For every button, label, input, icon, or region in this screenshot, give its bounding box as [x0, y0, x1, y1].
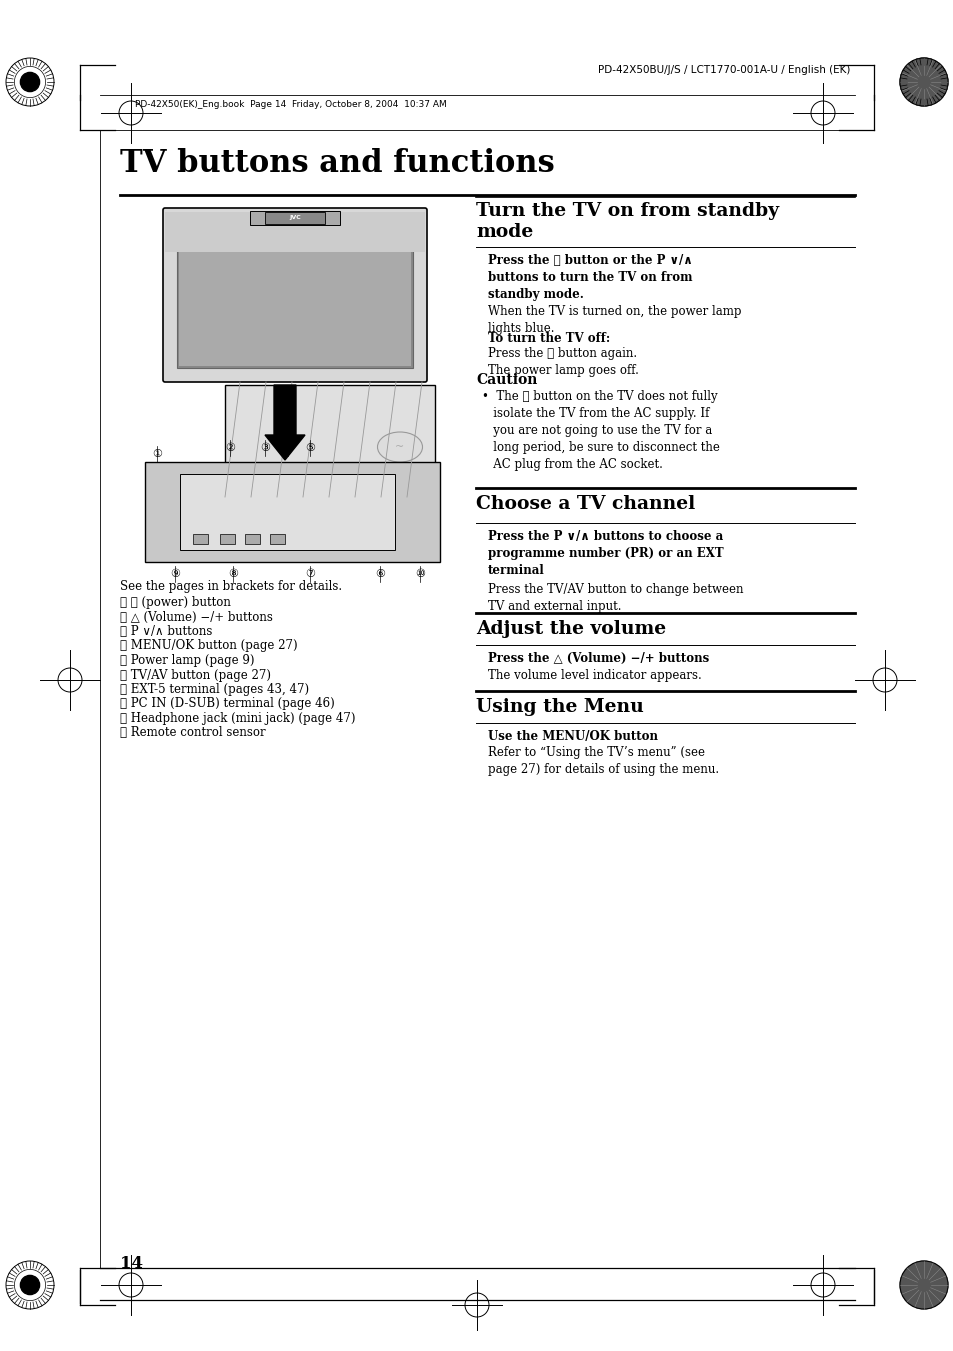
Bar [180, 474, 395, 550]
Text: ⑧: ⑧ [228, 569, 237, 580]
Text: Adjust the volume: Adjust the volume [476, 620, 665, 638]
FancyBboxPatch shape [163, 208, 427, 382]
Text: ④ MENU/OK button (page 27): ④ MENU/OK button (page 27) [120, 639, 297, 653]
Text: See the pages in brackets for details.: See the pages in brackets for details. [120, 580, 342, 593]
Bar [177, 243, 413, 367]
Circle shape [899, 1260, 947, 1309]
Text: Press the TV/AV button to change between
TV and external input.: Press the TV/AV button to change between… [488, 584, 742, 613]
Text: The volume level indicator appears.: The volume level indicator appears. [488, 669, 701, 682]
Text: Use the MENU/OK button: Use the MENU/OK button [488, 730, 658, 743]
Bar [220, 534, 234, 544]
Text: Press the ⏻ button or the P ∨/∧
buttons to turn the TV on from
standby mode.: Press the ⏻ button or the P ∨/∧ buttons … [488, 254, 692, 301]
Bar [225, 385, 435, 500]
Circle shape [20, 1275, 40, 1294]
Text: Press the ⏻ button again.
The power lamp goes off.: Press the ⏻ button again. The power lamp… [488, 347, 639, 377]
Text: ⑥: ⑥ [375, 569, 385, 580]
Text: ⑧ PC IN (D-SUB) terminal (page 46): ⑧ PC IN (D-SUB) terminal (page 46) [120, 697, 335, 711]
Text: ①: ① [152, 449, 162, 459]
Text: ⑩ Remote control sensor: ⑩ Remote control sensor [120, 727, 265, 739]
Text: Press the P ∨/∧ buttons to choose a
programme number (PR) or an EXT
terminal: Press the P ∨/∧ buttons to choose a prog… [488, 530, 723, 577]
Text: ⑤: ⑤ [305, 443, 314, 453]
FancyArrow shape [265, 385, 305, 459]
Text: PD-42X50BU/J/S / LCT1770-001A-U / English (EK): PD-42X50BU/J/S / LCT1770-001A-U / Englis… [597, 65, 849, 76]
Bar [270, 534, 285, 544]
Text: ⑨: ⑨ [170, 569, 180, 580]
Text: TV buttons and functions: TV buttons and functions [120, 149, 554, 178]
Ellipse shape [377, 432, 422, 462]
Circle shape [913, 73, 933, 92]
Text: Caution: Caution [476, 373, 537, 386]
Bar [245, 534, 260, 544]
Text: ⑦ EXT-5 terminal (pages 43, 47): ⑦ EXT-5 terminal (pages 43, 47) [120, 684, 309, 696]
Text: JVC: JVC [289, 216, 300, 220]
Circle shape [899, 58, 947, 105]
Text: Press the △ (Volume) −/+ buttons: Press the △ (Volume) −/+ buttons [488, 653, 708, 665]
Text: ②: ② [225, 443, 234, 453]
Circle shape [20, 73, 40, 92]
Bar [265, 212, 325, 224]
Text: ~: ~ [395, 442, 404, 453]
Text: ⑦: ⑦ [305, 569, 314, 580]
Text: Using the Menu: Using the Menu [476, 698, 643, 716]
Text: 14: 14 [120, 1255, 143, 1273]
Text: To turn the TV off:: To turn the TV off: [488, 332, 610, 345]
Text: Turn the TV on from standby
mode: Turn the TV on from standby mode [476, 203, 779, 240]
Text: Refer to “Using the TV’s menu” (see
page 27) for details of using the menu.: Refer to “Using the TV’s menu” (see page… [488, 746, 719, 775]
Text: ④: ④ [283, 443, 293, 453]
Text: Choose a TV channel: Choose a TV channel [476, 494, 695, 513]
Text: ③: ③ [260, 443, 270, 453]
Text: ③ P ∨/∧ buttons: ③ P ∨/∧ buttons [120, 626, 213, 638]
Text: ② △ (Volume) −/+ buttons: ② △ (Volume) −/+ buttons [120, 611, 273, 624]
Text: ① ⏻ (power) button: ① ⏻ (power) button [120, 596, 231, 609]
Bar [193, 534, 208, 544]
Text: •  The ⏻ button on the TV does not fully
   isolate the TV from the AC supply. I: • The ⏻ button on the TV does not fully … [481, 390, 720, 471]
Bar [179, 245, 411, 366]
Text: ⑥ TV/AV button (page 27): ⑥ TV/AV button (page 27) [120, 669, 271, 681]
Bar [165, 212, 424, 253]
Text: When the TV is turned on, the power lamp
lights blue.: When the TV is turned on, the power lamp… [488, 305, 740, 335]
Text: ⑩: ⑩ [415, 569, 424, 580]
Bar [250, 211, 339, 226]
Text: PD-42X50(EK)_Eng.book  Page 14  Friday, October 8, 2004  10:37 AM: PD-42X50(EK)_Eng.book Page 14 Friday, Oc… [135, 100, 446, 109]
Text: ⑤ Power lamp (page 9): ⑤ Power lamp (page 9) [120, 654, 254, 667]
Bar [145, 462, 439, 562]
Text: ⑨ Headphone jack (mini jack) (page 47): ⑨ Headphone jack (mini jack) (page 47) [120, 712, 355, 725]
